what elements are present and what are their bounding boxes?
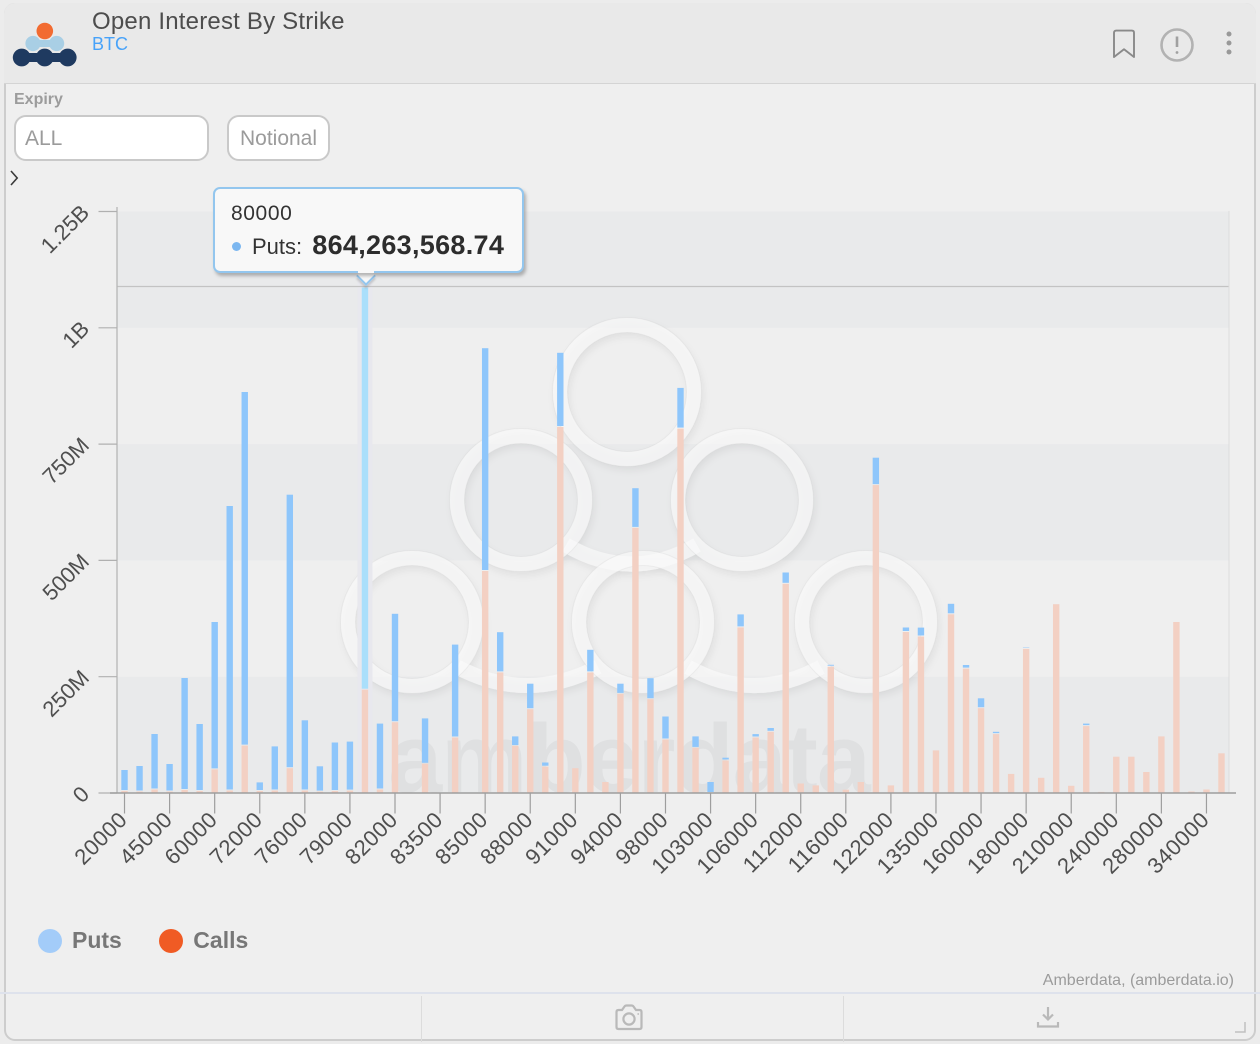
svg-text:1.25B: 1.25B [36,200,94,258]
svg-text:1B: 1B [57,316,94,353]
svg-text:0: 0 [68,781,94,807]
svg-text:amberdata: amberdata [388,704,872,813]
svg-text:750M: 750M [37,432,94,489]
svg-text:250M: 250M [37,665,94,722]
svg-text:500M: 500M [37,549,94,606]
